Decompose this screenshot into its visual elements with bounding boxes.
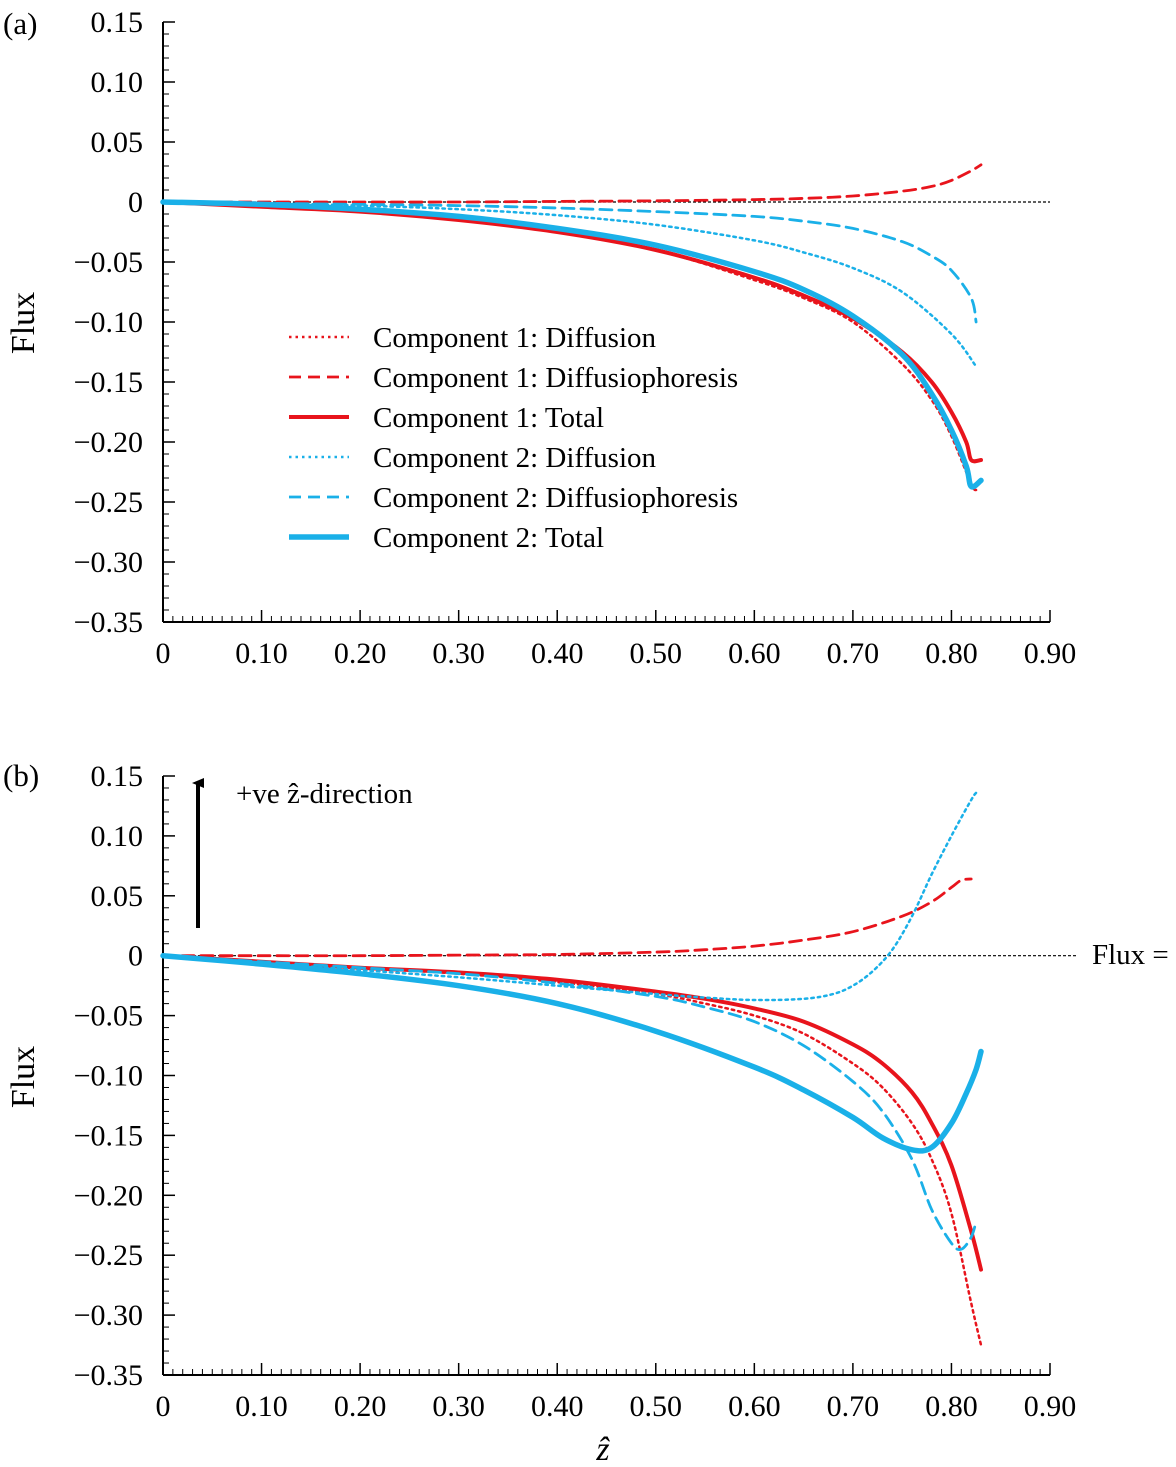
panel-b-x-tick-label: 0.70 (827, 1390, 880, 1423)
panel-a-x-tick-label: 0.90 (1024, 637, 1077, 670)
legend-label-1: Component 1: Diffusion (373, 322, 657, 354)
x-axis-label: ẑ (595, 1431, 610, 1467)
panel-b-x-tick-label: 0.10 (235, 1390, 288, 1423)
legend-label-4: Component 2: Diffusion (373, 442, 657, 474)
panel-a-y-tick-label: 0.05 (91, 126, 144, 159)
panel-b-series-line-2 (161, 877, 973, 958)
panel-b-y-tick-label: 0.15 (91, 760, 144, 793)
panel-a-y-tick-label: −0.25 (74, 486, 143, 519)
panel-a-y-tick-label: −0.10 (74, 306, 143, 339)
panel-b-label: (b) (3, 758, 39, 793)
legend-label-3: Component 1: Total (373, 402, 604, 434)
panel-b-y-tick-label: 0 (128, 940, 143, 973)
panel-a-y-tick-label: −0.05 (74, 246, 143, 279)
panel-a-axes: 0.15 0.10 0.05 0 −0.05 −0.10 −0.15 −0.20 −0.25 −0… (74, 6, 1077, 670)
legend-label-5: Component 2: Diffusiophoresis (373, 482, 738, 514)
panel-b-y-tick-label: 0.05 (91, 880, 144, 913)
panel-b-y-tick-label: −0.30 (74, 1299, 143, 1332)
panel-b-x-tick-label: 0.90 (1024, 1390, 1077, 1423)
panel-b-y-tick-label: −0.35 (74, 1359, 143, 1392)
panel-a-x-tick-label: 0.20 (334, 637, 387, 670)
panel-a-x-tick-label: 0.50 (630, 637, 683, 670)
panel-b-x-tick-label: 0.20 (334, 1390, 387, 1423)
panel-b-series-line-6 (160, 952, 984, 1154)
direction-annotation: +ve ẑ-direction (236, 778, 413, 810)
panel-a-y-tick-label: −0.20 (74, 426, 143, 459)
panel-b-y-tick-label: −0.20 (74, 1179, 143, 1212)
panel-b-y-axis-label: Flux (5, 1046, 42, 1108)
panel-b-y-tick-label: 0.10 (91, 820, 144, 853)
panel-b-series-line-5 (161, 954, 978, 1252)
panel-a-x-tick-label: 0.30 (432, 637, 485, 670)
panel-a-x-tick-label: 0 (156, 637, 171, 670)
panel-b-x-tick-label: 0.40 (531, 1390, 584, 1423)
panel-b-x-tick-label: 0.30 (432, 1390, 485, 1423)
panel-a: (a) Flux 0.15 0.10 0.05 0 −0.05 −0.10 −0.15 −0.… (3, 6, 1076, 670)
panel-a-y-axis-label: Flux (5, 292, 42, 354)
panel-b-x-tick-label: 0.80 (925, 1390, 978, 1423)
panel-b-series-line-4 (161, 791, 978, 1002)
panel-b-y-tick-label: −0.15 (74, 1119, 143, 1152)
panel-b: (b) Flux 0.15 0.10 0.05 0 −0.05 −0.10 −0.15 −0.… (3, 758, 1176, 1467)
panel-b-axes: 0.15 0.10 0.05 0 −0.05 −0.10 −0.15 −0.20 −0.25 −0… (74, 760, 1078, 1423)
panel-a-y-tick-label: −0.15 (74, 366, 143, 399)
panel-a-series-line-6 (160, 199, 984, 490)
panel-a-legend: Component 1: Diffusion Component 1: Diffu… (289, 322, 738, 554)
legend-label-6: Component 2: Total (373, 522, 604, 554)
panel-a-label: (a) (3, 6, 37, 41)
panel-a-y-tick-label: 0.10 (91, 66, 144, 99)
panel-a-series (160, 163, 984, 492)
panel-b-y-tick-label: −0.25 (74, 1239, 143, 1272)
panel-a-y-tick-label: −0.35 (74, 606, 143, 639)
panel-b-x-tick-label: 0.50 (630, 1390, 683, 1423)
panel-b-y-tick-label: −0.10 (74, 1060, 143, 1093)
legend-label-2: Component 1: Diffusiophoresis (373, 362, 738, 394)
panel-a-y-tick-label: −0.30 (74, 546, 143, 579)
panel-a-series-line-5 (161, 200, 978, 324)
panel-a-x-tick-label: 0.40 (531, 637, 584, 670)
panel-b-series-line-1 (161, 954, 983, 1347)
panel-b-x-tick-label: 0 (156, 1390, 171, 1423)
panel-a-y-tick-label: 0.15 (91, 6, 144, 39)
panel-b-series (160, 791, 984, 1347)
panel-a-x-tick-label: 0.70 (827, 637, 880, 670)
panel-b-y-tick-label: −0.05 (74, 1000, 143, 1033)
panel-a-y-tick-label: 0 (128, 186, 143, 219)
panel-b-series-line-3 (161, 953, 983, 1272)
zero-line-label: Flux = 0 (1092, 939, 1176, 971)
panel-a-x-tick-label: 0.60 (728, 637, 781, 670)
panel-a-series-line-2 (161, 163, 983, 204)
panel-a-x-tick-label: 0.10 (235, 637, 288, 670)
panel-a-x-tick-label: 0.80 (925, 637, 978, 670)
panel-b-x-tick-label: 0.60 (728, 1390, 781, 1423)
